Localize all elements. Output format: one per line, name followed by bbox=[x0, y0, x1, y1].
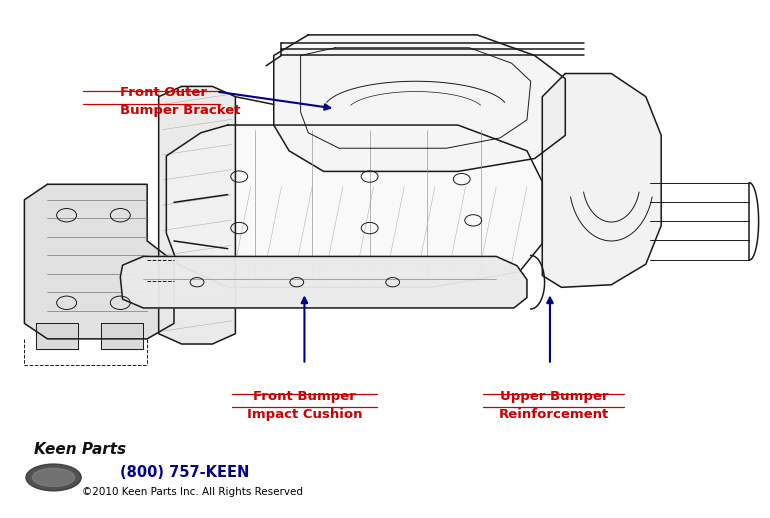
Polygon shape bbox=[120, 256, 527, 308]
Text: Upper Bumper
Reinforcement: Upper Bumper Reinforcement bbox=[499, 391, 609, 421]
Polygon shape bbox=[159, 87, 236, 344]
Polygon shape bbox=[166, 125, 542, 287]
Polygon shape bbox=[274, 35, 565, 171]
Polygon shape bbox=[25, 184, 174, 339]
Text: Keen Parts: Keen Parts bbox=[34, 442, 126, 457]
Polygon shape bbox=[101, 323, 143, 349]
Polygon shape bbox=[542, 74, 661, 287]
Text: ©2010 Keen Parts Inc. All Rights Reserved: ©2010 Keen Parts Inc. All Rights Reserve… bbox=[82, 487, 303, 497]
Ellipse shape bbox=[32, 468, 75, 486]
Text: (800) 757-KEEN: (800) 757-KEEN bbox=[120, 465, 249, 480]
Text: Front Bumper
Impact Cushion: Front Bumper Impact Cushion bbox=[246, 391, 362, 421]
Ellipse shape bbox=[26, 464, 81, 491]
Polygon shape bbox=[36, 323, 78, 349]
Text: Front Outer
Bumper Bracket: Front Outer Bumper Bracket bbox=[120, 87, 241, 118]
